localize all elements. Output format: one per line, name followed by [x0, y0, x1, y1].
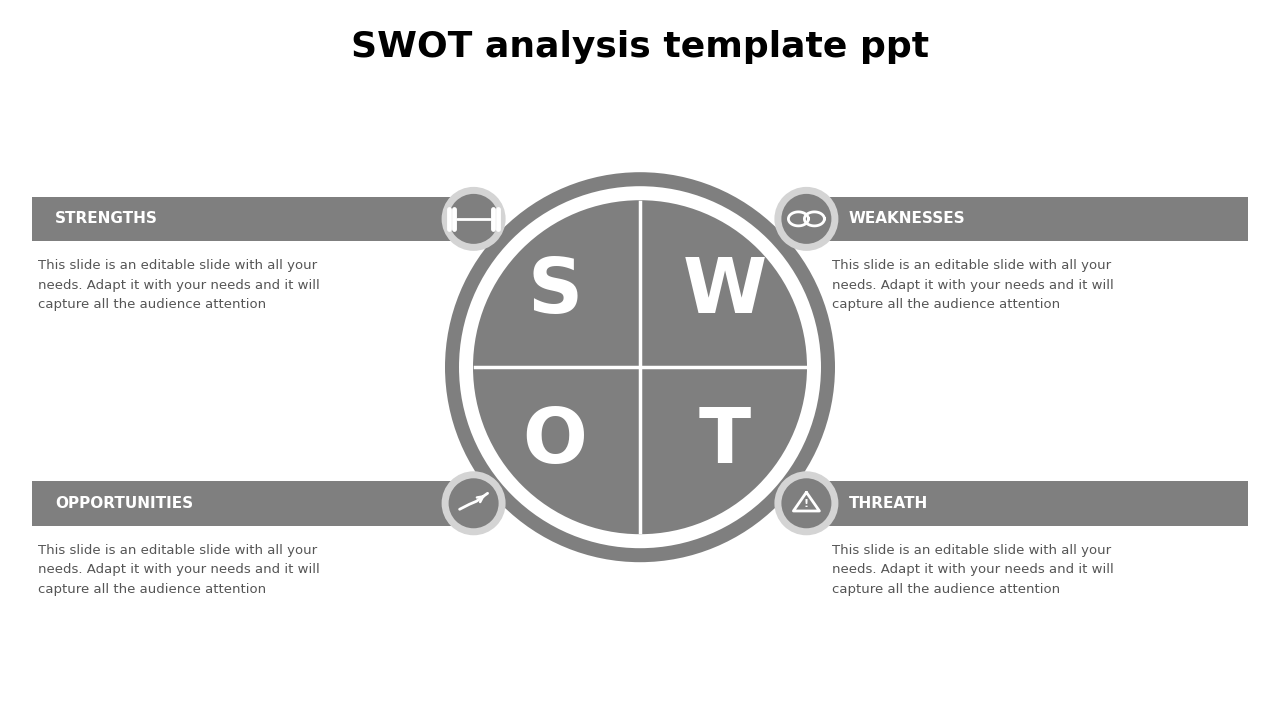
Ellipse shape: [442, 472, 506, 535]
Text: This slide is an editable slide with all your
needs. Adapt it with your needs an: This slide is an editable slide with all…: [38, 259, 320, 311]
FancyBboxPatch shape: [32, 197, 454, 241]
Text: S: S: [527, 255, 582, 329]
Text: !: !: [804, 499, 809, 509]
Text: SWOT analysis template ppt: SWOT analysis template ppt: [351, 30, 929, 64]
Ellipse shape: [474, 200, 806, 534]
Ellipse shape: [445, 172, 835, 562]
Text: This slide is an editable slide with all your
needs. Adapt it with your needs an: This slide is an editable slide with all…: [832, 259, 1114, 311]
Text: T: T: [699, 405, 751, 480]
Ellipse shape: [781, 478, 832, 528]
Text: WEAKNESSES: WEAKNESSES: [849, 212, 965, 226]
Text: This slide is an editable slide with all your
needs. Adapt it with your needs an: This slide is an editable slide with all…: [832, 544, 1114, 595]
Text: OPPORTUNITIES: OPPORTUNITIES: [55, 496, 193, 510]
Ellipse shape: [781, 194, 832, 244]
Ellipse shape: [448, 194, 499, 244]
Text: O: O: [522, 405, 588, 480]
Text: THREATH: THREATH: [849, 496, 928, 510]
Ellipse shape: [448, 478, 499, 528]
Ellipse shape: [442, 187, 506, 251]
FancyBboxPatch shape: [32, 481, 454, 526]
Ellipse shape: [774, 187, 838, 251]
Text: W: W: [682, 255, 767, 329]
FancyBboxPatch shape: [826, 197, 1248, 241]
Text: This slide is an editable slide with all your
needs. Adapt it with your needs an: This slide is an editable slide with all…: [38, 544, 320, 595]
FancyBboxPatch shape: [826, 481, 1248, 526]
Ellipse shape: [460, 186, 820, 548]
Text: STRENGTHS: STRENGTHS: [55, 212, 157, 226]
Ellipse shape: [774, 472, 838, 535]
